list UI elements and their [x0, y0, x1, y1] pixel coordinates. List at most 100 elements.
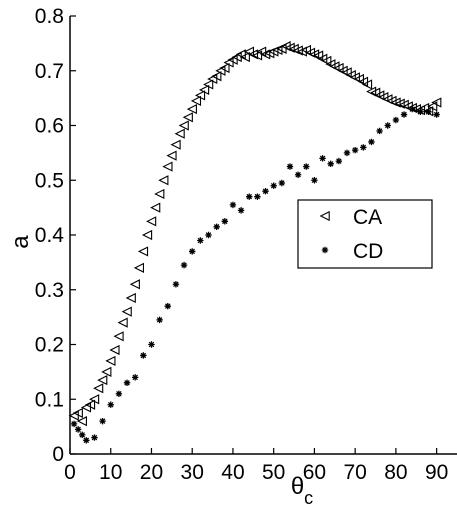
- data-point-cd: [270, 182, 277, 189]
- legend-triangle-icon: [319, 210, 330, 222]
- data-point-cd: [425, 108, 432, 116]
- x-axis-label: θc: [291, 473, 313, 508]
- data-point-cd: [189, 248, 196, 255]
- data-point-cd: [213, 223, 220, 230]
- data-point-cd: [368, 138, 375, 146]
- data-point-ca: [174, 128, 185, 139]
- legend-marker-cd: [321, 246, 329, 254]
- data-point-ca: [166, 150, 177, 161]
- data-point-cd: [433, 111, 440, 118]
- data-point-ca: [97, 374, 108, 386]
- legend-label-ca: CA: [353, 206, 382, 229]
- x-tick-label: 20: [140, 461, 163, 484]
- data-point-cd: [376, 127, 383, 135]
- data-point-ca: [89, 394, 100, 405]
- series-cd: [70, 105, 440, 444]
- x-tick-label: 80: [384, 461, 407, 484]
- data-point-ca: [93, 383, 104, 394]
- y-tick-label: 0.4: [35, 224, 65, 247]
- legend: CA CD: [297, 199, 433, 269]
- data-point-cd: [311, 177, 318, 184]
- y-ticks: 0 0.1 0.2 0.3 0.4 0.5 0.6 0.7 0.8: [35, 5, 76, 466]
- data-point-ca: [308, 49, 320, 60]
- x-axis-label-subscript: c: [304, 488, 313, 508]
- data-point-ca: [101, 366, 112, 377]
- data-point-ca: [133, 262, 145, 273]
- x-ticks: 0 10 20 30 40 50 60 70 80 90: [64, 448, 448, 484]
- data-point-cd: [303, 163, 310, 170]
- data-point-cd: [205, 231, 212, 239]
- data-point-cd: [197, 237, 204, 244]
- data-point-ca: [239, 51, 250, 63]
- data-point-ca: [109, 344, 120, 356]
- data-point-ca: [113, 331, 124, 342]
- y-tick-label: 0.8: [35, 5, 64, 28]
- data-point-cd: [335, 157, 343, 165]
- y-tick-label: 0.5: [35, 169, 64, 192]
- data-point-ca: [150, 202, 161, 213]
- data-point-cd: [107, 401, 114, 408]
- data-point-ca: [162, 161, 173, 172]
- x-axis-label-main: θ: [291, 473, 304, 500]
- y-tick-label: 0.3: [35, 279, 64, 302]
- data-point-ca: [146, 216, 157, 227]
- data-point-ca: [361, 79, 373, 90]
- data-point-cd: [384, 122, 391, 129]
- data-point-cd: [123, 379, 131, 387]
- data-point-cd: [286, 163, 294, 170]
- y-tick-label: 0.6: [35, 115, 64, 138]
- x-tick-label: 40: [221, 461, 244, 484]
- data-point-cd: [131, 374, 139, 381]
- data-point-ca: [284, 42, 295, 53]
- data-point-cd: [392, 116, 400, 124]
- data-point-ca: [190, 95, 202, 106]
- data-point-ca: [178, 120, 189, 131]
- data-point-ca: [390, 97, 401, 108]
- x-tick-label: 0: [64, 461, 76, 484]
- x-tick-label: 10: [99, 461, 122, 484]
- data-point-cd: [278, 179, 286, 187]
- data-point-ca: [427, 101, 438, 112]
- data-point-ca: [313, 50, 324, 61]
- x-tick-label: 70: [343, 461, 366, 484]
- data-point-cd: [351, 146, 359, 154]
- data-point-cd: [246, 193, 253, 200]
- data-point-cd: [74, 426, 82, 433]
- y-axis-label: a: [7, 235, 34, 249]
- data-point-cd: [229, 201, 237, 209]
- data-point-cd: [83, 437, 90, 444]
- data-point-ca: [125, 292, 136, 304]
- x-tick-label: 50: [262, 461, 285, 484]
- data-point-ca: [321, 55, 332, 66]
- data-point-ca: [219, 62, 230, 74]
- data-point-ca: [117, 317, 128, 328]
- data-point-cd: [319, 155, 326, 162]
- data-point-cd: [99, 417, 106, 425]
- data-point-ca: [158, 175, 169, 186]
- x-tick-label: 30: [181, 461, 204, 484]
- data-point-cd: [172, 281, 180, 288]
- data-point-ca: [251, 50, 263, 61]
- data-point-ca: [121, 306, 132, 317]
- data-point-ca: [272, 44, 283, 56]
- data-point-cd: [221, 218, 228, 225]
- data-point-cd: [262, 188, 269, 195]
- data-point-cd: [327, 160, 334, 168]
- data-point-ca: [211, 71, 222, 82]
- data-point-ca: [260, 49, 271, 60]
- data-point-ca: [154, 188, 165, 200]
- data-point-ca: [418, 102, 430, 114]
- data-point-cd: [254, 193, 261, 200]
- data-point-ca: [72, 407, 83, 419]
- legend-box: [297, 199, 433, 269]
- data-point-cd: [115, 390, 123, 397]
- data-point-ca: [170, 139, 181, 150]
- data-point-ca: [247, 49, 259, 60]
- data-point-cd: [408, 105, 416, 113]
- data-point-cd: [164, 302, 171, 310]
- data-point-ca: [141, 229, 153, 241]
- data-point-cd: [79, 431, 86, 439]
- data-point-ca: [129, 279, 140, 290]
- data-point-ca: [76, 416, 87, 427]
